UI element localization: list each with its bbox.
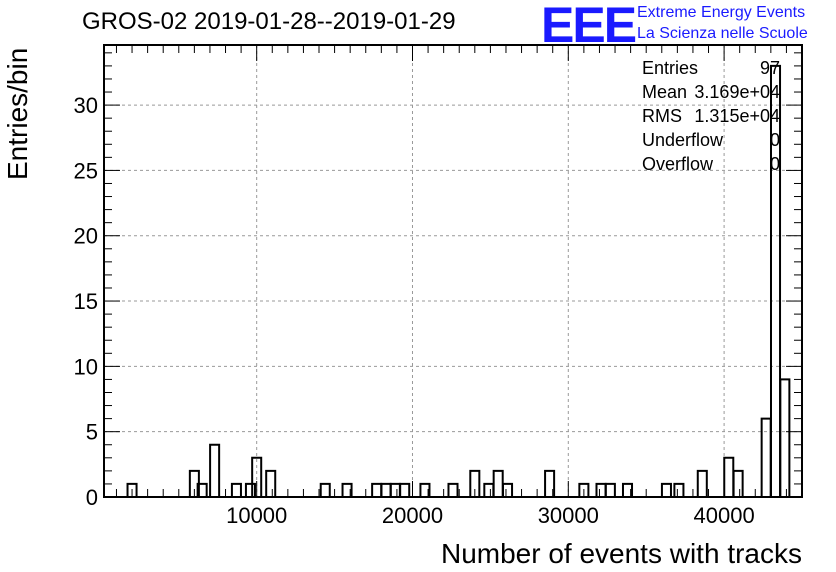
stat-value: 3.169e+04: [694, 82, 780, 102]
histogram-bin: [502, 482, 514, 497]
stat-value: 97: [759, 58, 780, 78]
histogram-bin: [389, 482, 401, 497]
histogram-bin: [660, 482, 672, 497]
y-tick-label: 20: [74, 224, 98, 249]
histogram-bin: [673, 482, 685, 497]
y-tick-label: 0: [86, 485, 98, 510]
y-tick-label: 25: [74, 158, 98, 183]
stat-value: 0: [769, 130, 780, 150]
stat-row-rms: RMS 1.315e+04: [642, 106, 780, 130]
stat-value: 1.315e+04: [694, 106, 780, 126]
histogram-bin: [696, 469, 708, 497]
stat-label: RMS: [642, 106, 682, 126]
axis-ticks: [104, 45, 803, 498]
stat-row-underflow: Underflow 0: [642, 130, 780, 154]
histogram-bin: [595, 482, 607, 497]
histogram-bin: [760, 417, 772, 497]
histogram-bin: [399, 482, 411, 497]
histogram-bin: [469, 469, 481, 497]
logo-line-2: La Scienza nelle Scuole: [637, 25, 808, 42]
histogram-bin: [419, 482, 431, 497]
stat-label: Entries: [642, 58, 699, 78]
x-axis-label: Number of events with tracks: [440, 538, 802, 569]
chart-title: GROS-02 2019-01-28--2019-01-29: [82, 8, 456, 35]
y-tick-label: 15: [74, 289, 98, 314]
histogram-bin: [126, 482, 138, 497]
x-tick-label: 20000: [382, 503, 443, 528]
stat-label: Overflow: [642, 154, 714, 174]
histogram-bin: [492, 469, 504, 497]
y-tick-label: 10: [74, 354, 98, 379]
histogram-bin: [483, 482, 495, 497]
histogram-bin: [244, 482, 256, 497]
stat-row-mean: Mean 3.169e+04: [642, 82, 780, 106]
stat-row-entries: Entries 97: [642, 58, 780, 82]
histogram-bin: [209, 443, 221, 497]
eee-logo: EEE: [541, 0, 637, 53]
histogram-bin: [723, 456, 735, 497]
histogram-bars: [126, 64, 791, 497]
histogram-bin: [544, 469, 556, 497]
stat-label: Mean: [642, 82, 688, 102]
histogram-bin: [447, 482, 459, 497]
histogram-bin: [578, 482, 590, 497]
y-tick-label: 5: [86, 420, 98, 445]
y-axis-label: Entries/bin: [2, 47, 33, 180]
histogram-bin: [319, 482, 331, 497]
histogram-bin: [769, 64, 782, 497]
stats-box: Entries 97 Mean 3.169e+04 RMS 1.315e+04 …: [642, 58, 780, 178]
histogram-bin: [251, 456, 263, 497]
grid-lines: [104, 45, 802, 497]
histogram-bin: [371, 482, 383, 497]
y-tick-label: 30: [74, 93, 98, 118]
histogram-bin: [196, 482, 208, 497]
plot-frame: [103, 44, 803, 498]
x-tick-label: 30000: [538, 503, 599, 528]
x-tick-label: 40000: [694, 503, 755, 528]
histogram-bin: [604, 482, 616, 497]
histogram-bin: [341, 482, 353, 497]
histogram-bin: [230, 482, 242, 497]
tick-labels: 10000 20000 30000 40000 0 5 10 15 20 25 30: [74, 93, 755, 528]
x-tick-label: 10000: [226, 503, 287, 528]
stat-row-overflow: Overflow 0: [642, 154, 780, 178]
stat-value: 0: [769, 154, 780, 174]
stat-label: Underflow: [642, 130, 724, 150]
logo-line-1: Extreme Energy Events: [637, 4, 806, 21]
histogram-bin: [265, 469, 277, 497]
histogram-bin: [380, 482, 392, 497]
histogram-bin: [732, 469, 744, 497]
histogram-bin: [621, 482, 634, 497]
histogram-bin: [779, 378, 791, 497]
